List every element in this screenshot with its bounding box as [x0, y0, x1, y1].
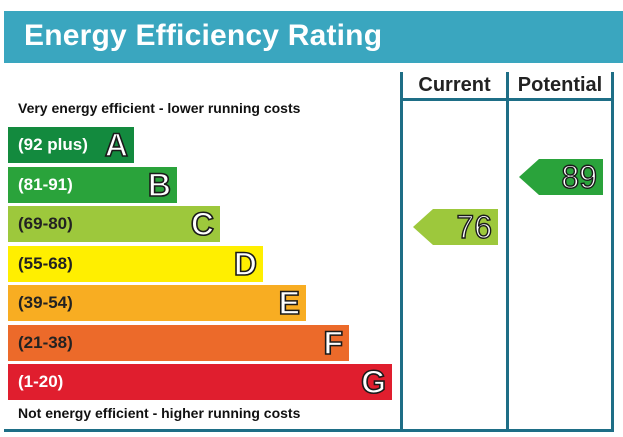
header-banner: Energy Efficiency Rating	[4, 11, 623, 63]
potential-arrow-shape	[519, 158, 603, 195]
band-letter: D	[233, 245, 258, 283]
caption-top: Very energy efficient - lower running co…	[18, 100, 301, 116]
band-range-label: (81-91)	[18, 174, 73, 194]
band-range-label: (55-68)	[18, 253, 73, 273]
frame-line-header-rule	[400, 98, 614, 101]
caption-bottom: Not energy efficient - higher running co…	[18, 405, 301, 421]
current-rating-arrow: 76	[413, 208, 498, 246]
band-c: (69-80) C	[8, 205, 220, 243]
band-f: (21-38) F	[8, 324, 349, 362]
band-range-label: (69-80)	[18, 214, 73, 233]
band-d: (55-68) D	[8, 245, 263, 283]
potential-rating-arrow: 89	[519, 158, 603, 195]
potential-rating-value: 89	[561, 158, 598, 195]
band-letter: A	[104, 126, 129, 164]
band-e: (39-54) E	[8, 284, 306, 322]
frame-line-bottom	[4, 429, 614, 432]
frame-line-left	[400, 72, 403, 432]
band-letter: G	[360, 363, 386, 401]
band-b: (81-91) B	[8, 166, 177, 204]
band-g: (1-20) G	[8, 363, 392, 401]
frame-line-middle	[506, 72, 509, 432]
band-letter: E	[278, 284, 301, 322]
column-header-current: Current	[418, 74, 491, 96]
band-range-label: (1-20)	[18, 372, 64, 391]
band-range-label: (92 plus)	[18, 135, 88, 154]
band-letter: F	[323, 324, 344, 362]
band-letter: B	[147, 166, 172, 204]
column-header-potential: Potential	[517, 74, 603, 96]
current-arrow-shape	[413, 209, 498, 245]
page-title: Energy Efficiency Rating	[24, 19, 383, 52]
frame-line-right	[611, 72, 614, 432]
band-range-label: (39-54)	[18, 293, 73, 312]
band-range-label: (21-38)	[18, 332, 73, 352]
band-a: (92 plus) A	[8, 126, 134, 164]
band-letter: C	[190, 205, 215, 243]
current-rating-value: 76	[456, 208, 493, 245]
